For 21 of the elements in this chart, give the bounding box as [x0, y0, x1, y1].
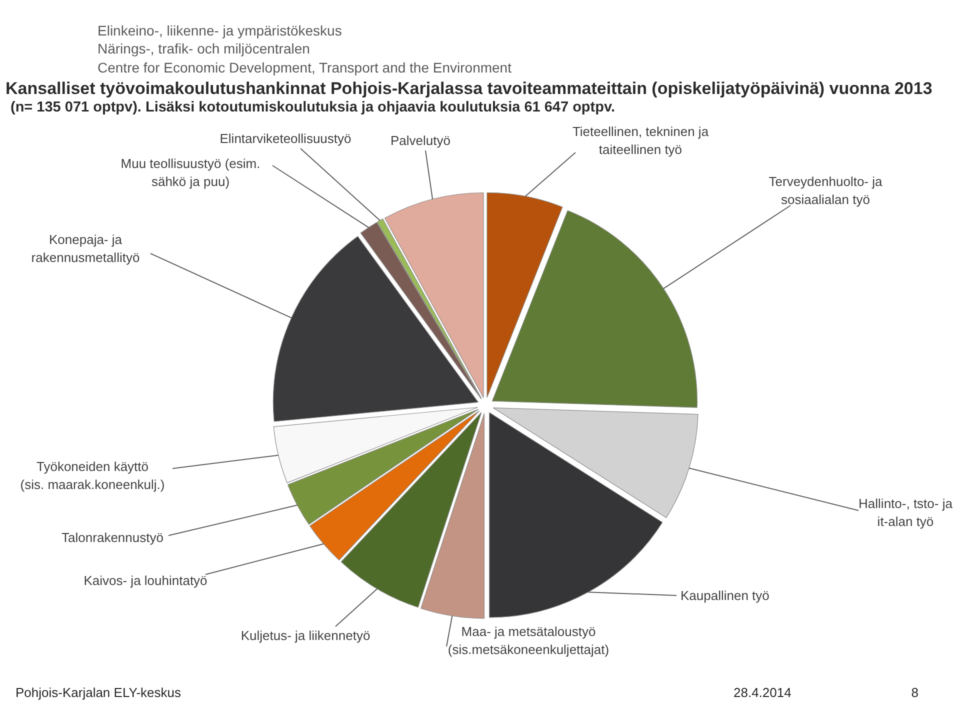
text: 8	[911, 685, 919, 700]
text: 28.4.2014	[734, 685, 792, 700]
slice-label: Talonrakennustyö	[62, 530, 164, 545]
slice-label: Tieteellinen, tekninen ja taiteellinen työ	[572, 124, 710, 157]
slice-label: Elintarviketeollisuustyö	[220, 131, 352, 146]
text: Elinkeino-, liikenne- ja ympäristökeskus	[98, 22, 342, 38]
slice-label: Palvelutyö	[390, 133, 450, 148]
slice-label: Maa- ja metsätaloustyö (sis.metsäkoneenkuljettajat)	[448, 624, 610, 657]
text: Närings-, trafik- och miljöcentralen	[98, 40, 310, 56]
chart-subtitle: (n= 135 071 optpv). Lisäksi kotoutumiskoulutuksia ja ohjaavia koulutuksia 61 647 optpv.	[10, 100, 615, 116]
slice-label: Konepaja- ja rakennusmetallityö	[31, 232, 140, 265]
text: Pohjois-Karjalan ELY-keskus	[16, 685, 182, 700]
slice-label: Terveydenhuolto- ja sosiaalialan työ	[768, 174, 883, 207]
slice-label: Kuljetus- ja liikennetyö	[240, 628, 370, 643]
slice-label: Kaupallinen työ	[680, 588, 770, 603]
text: Centre for Economic Development, Transport and the Environment	[98, 60, 512, 76]
slice-label: Kaivos- ja louhintatyö	[84, 573, 208, 588]
chart-title: Kansalliset työvoimakoulutushankinnat Pohjois-Karjalassa tavoiteammateittain (opiskelijatyöpäivinä) vuonna 2013	[6, 79, 932, 98]
slice-label: Muu teollisuustyö (esim. sähkö ja puu)	[120, 156, 260, 189]
slice-label: Työkoneiden käyttö (sis. maarak.koneenkulj.)	[20, 459, 165, 492]
slice-label: Hallinto-, tsto- ja it-alan työ	[858, 496, 954, 529]
